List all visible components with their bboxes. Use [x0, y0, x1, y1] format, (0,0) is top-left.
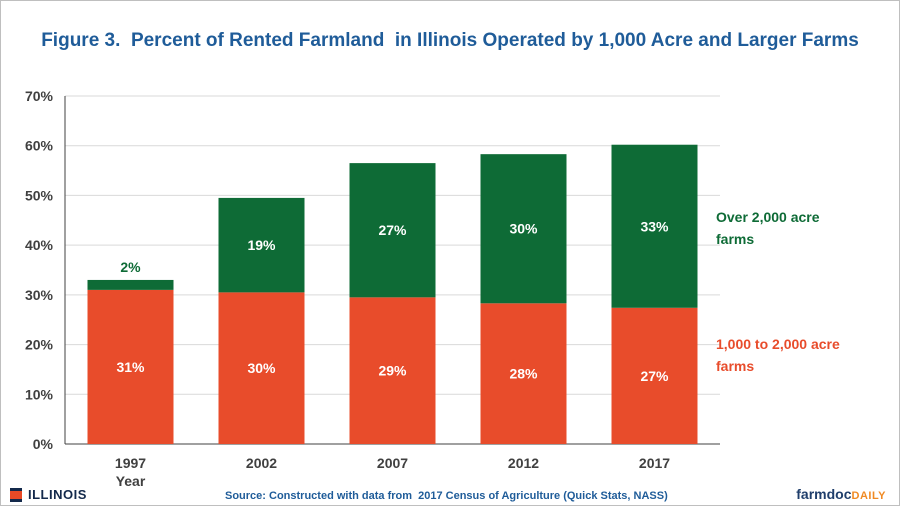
legend-label: Over 2,000 acre [716, 209, 820, 225]
y-tick-label: 0% [33, 436, 54, 452]
data-label: 28% [509, 366, 538, 382]
data-label: 27% [378, 222, 407, 238]
daily-logo-text: DAILY [851, 490, 886, 502]
farmdoc-logo-text: farmdoc [796, 486, 852, 502]
y-tick-label: 70% [25, 88, 54, 104]
x-axis-title: Year [116, 473, 146, 489]
bar-over-2000 [87, 279, 174, 290]
data-label: 33% [640, 218, 669, 234]
bar-1000-2000 [611, 307, 698, 444]
farmdoc-daily-logo: farmdocDAILY [796, 486, 886, 502]
y-tick-label: 50% [25, 187, 54, 203]
bar-over-2000 [611, 144, 698, 308]
data-label: 29% [378, 363, 407, 379]
x-tick-label: 1997 [115, 455, 146, 471]
bar-1000-2000 [480, 303, 567, 444]
illinois-logo-text: ILLINOIS [28, 487, 87, 502]
illinois-block-i-icon [10, 487, 22, 502]
data-label: 30% [509, 221, 538, 237]
data-label: 30% [247, 360, 276, 376]
chart-title: Figure 3. Percent of Rented Farmland in … [41, 30, 859, 51]
data-label: 2% [120, 259, 141, 275]
x-tick-label: 2007 [377, 455, 408, 471]
y-tick-label: 60% [25, 138, 54, 154]
y-tick-label: 20% [25, 337, 54, 353]
legend-label: farms [716, 358, 754, 374]
bar-over-2000 [349, 163, 436, 298]
illinois-logo: ILLINOIS [10, 487, 87, 502]
x-tick-label: 2002 [246, 455, 277, 471]
source-note: Source: Constructed with data from 2017 … [225, 490, 668, 502]
legend-label: 1,000 to 2,000 acre [716, 336, 840, 352]
bar-1000-2000 [87, 289, 174, 444]
bar-over-2000 [480, 154, 567, 304]
data-label: 27% [640, 368, 669, 384]
bar-over-2000 [218, 197, 305, 293]
x-tick-label: 2012 [508, 455, 539, 471]
y-tick-label: 40% [25, 237, 54, 253]
data-label: 19% [247, 237, 276, 253]
x-tick-label: 2017 [639, 455, 670, 471]
data-label: 31% [116, 359, 145, 375]
bar-1000-2000 [218, 292, 305, 444]
y-tick-label: 10% [25, 386, 54, 402]
bar-1000-2000 [349, 297, 436, 444]
y-tick-label: 30% [25, 287, 54, 303]
legend-label: farms [716, 231, 754, 247]
